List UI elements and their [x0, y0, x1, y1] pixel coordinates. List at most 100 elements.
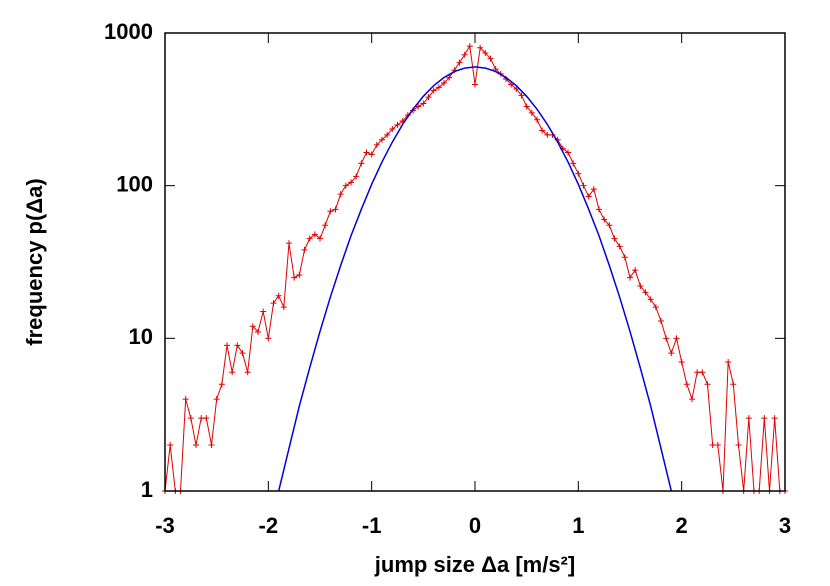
- data-point: [353, 173, 360, 180]
- data-point: [317, 235, 323, 242]
- data-point: [704, 381, 711, 388]
- data-point: [244, 369, 251, 376]
- data-point: [301, 246, 308, 253]
- data-point: [203, 415, 210, 422]
- data-point: [425, 94, 432, 101]
- x-tick-label: 1: [572, 513, 584, 538]
- x-tick-label: -3: [155, 513, 175, 538]
- data-point: [590, 186, 597, 193]
- data-point: [539, 127, 546, 134]
- data-point: [596, 206, 602, 213]
- data-point: [565, 149, 571, 156]
- x-tick-label: 3: [779, 513, 791, 538]
- data-point: [441, 80, 447, 87]
- data-point: [234, 342, 241, 349]
- y-tick-label: 10: [129, 324, 153, 349]
- y-tick-label: 100: [116, 171, 153, 196]
- data-point: [616, 243, 623, 250]
- data-point: [580, 182, 587, 189]
- data-point: [678, 358, 685, 365]
- data-point: [193, 442, 199, 449]
- data-point: [745, 415, 752, 422]
- data-point: [528, 109, 535, 116]
- data-point: [534, 116, 540, 123]
- data-point: [518, 92, 525, 99]
- data-point: [420, 100, 427, 107]
- data-point: [265, 335, 272, 342]
- data-point: [477, 44, 484, 51]
- data-point: [368, 151, 375, 158]
- data-point: [224, 342, 230, 349]
- data-point: [187, 415, 194, 422]
- data-point: [627, 274, 633, 281]
- x-axis-label: jump size Δa [m/s²]: [374, 552, 575, 577]
- data-point: [363, 149, 370, 156]
- data-point: [725, 358, 732, 365]
- data-point: [239, 350, 246, 357]
- data-point: [270, 300, 277, 307]
- data-point: [466, 43, 473, 50]
- data-point: [771, 415, 778, 422]
- data-point: [456, 59, 463, 66]
- data-point: [322, 222, 329, 229]
- data-point: [337, 191, 344, 198]
- data-point: [694, 369, 701, 376]
- data-point: [652, 304, 659, 311]
- y-axis-label: frequency p(Δa): [22, 178, 47, 345]
- data-point: [673, 335, 680, 342]
- data-point: [296, 271, 303, 278]
- data-point: [348, 179, 354, 186]
- data-point: [487, 55, 494, 62]
- data-point: [714, 442, 721, 449]
- data-point: [482, 49, 489, 56]
- data-point: [213, 396, 220, 403]
- data-point: [668, 350, 675, 357]
- data-point: [683, 381, 690, 388]
- data-point: [182, 396, 189, 403]
- data-point: [394, 121, 401, 128]
- data-point: [198, 415, 205, 422]
- data-point: [280, 304, 287, 311]
- data-point: [311, 231, 318, 238]
- data-point: [286, 240, 292, 247]
- y-tick-label: 1000: [104, 19, 153, 44]
- x-tick-label: 2: [676, 513, 688, 538]
- data-point: [761, 415, 768, 422]
- data-point: [167, 442, 174, 449]
- data-point: [291, 274, 298, 281]
- data-point: [373, 141, 380, 148]
- data-point: [632, 267, 639, 274]
- data-point: [699, 369, 706, 376]
- y-tick-label: 1: [141, 477, 153, 502]
- x-tick-label: -1: [362, 513, 382, 538]
- data-point: [658, 317, 664, 324]
- x-tick-label: -2: [259, 513, 279, 538]
- data-point: [275, 292, 282, 299]
- data-point: [523, 103, 530, 110]
- data-point: [472, 81, 478, 88]
- data-point: [709, 442, 716, 449]
- data-point: [327, 208, 334, 215]
- series-line: [165, 44, 785, 491]
- data-point: [332, 206, 339, 213]
- data-point: [260, 308, 267, 315]
- data-point: [229, 369, 236, 376]
- data-point: [415, 103, 422, 110]
- data-point: [637, 283, 644, 290]
- data-point: [621, 254, 628, 261]
- data-point: [647, 296, 654, 303]
- data-point: [358, 160, 365, 167]
- data-point: [642, 289, 649, 296]
- data-point: [389, 126, 396, 133]
- data-point: [306, 235, 313, 242]
- data-point: [430, 87, 437, 94]
- data-point: [208, 442, 215, 449]
- data-point: [461, 51, 468, 58]
- data-point: [218, 381, 225, 388]
- plot-frame: [164, 32, 786, 492]
- data-point: [384, 131, 391, 138]
- data-point: [570, 160, 577, 167]
- data-point: [249, 323, 256, 330]
- data-point: [730, 381, 737, 388]
- series-line: [277, 66, 673, 491]
